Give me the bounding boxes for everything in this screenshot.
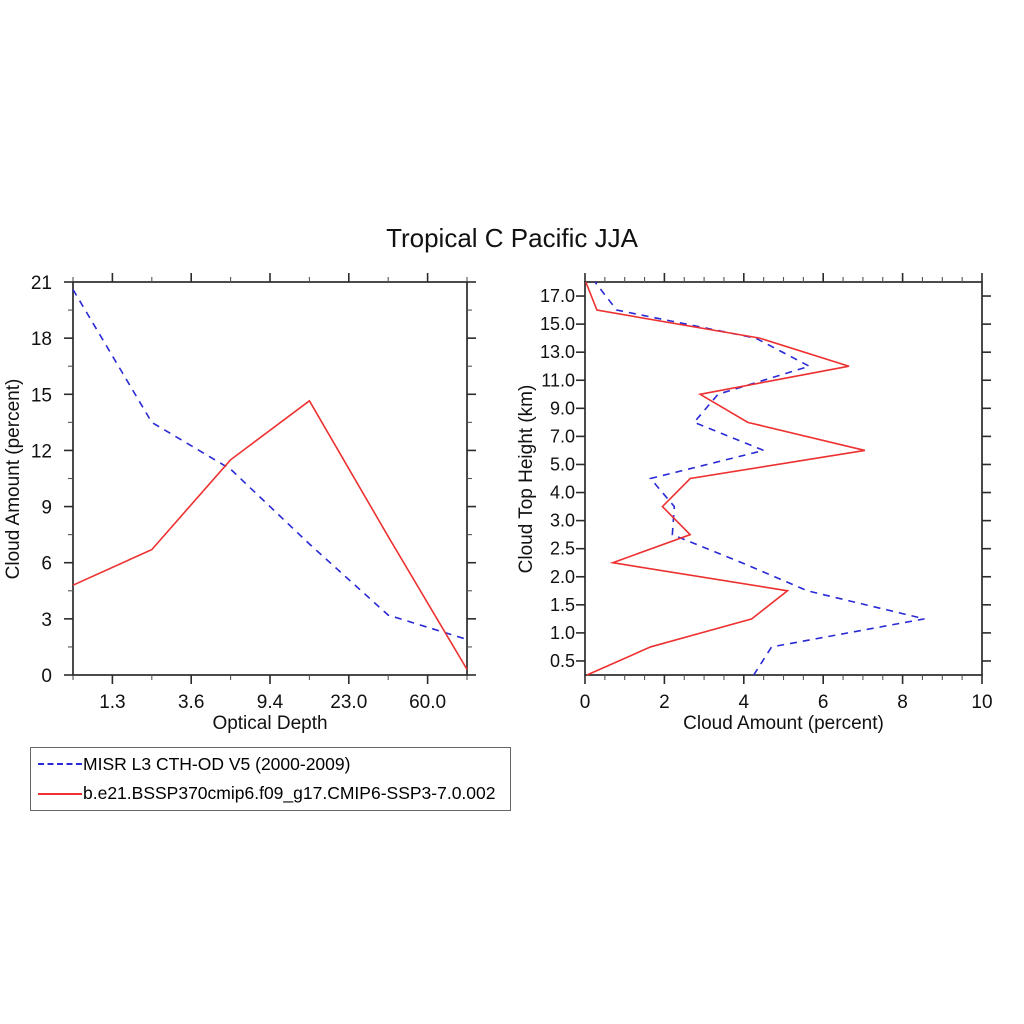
legend-label-misr: MISR L3 CTH-OD V5 (2000-2009)	[83, 753, 351, 774]
legend-entry-model: b.e21.BSSP370cmip6.f09_g17.CMIP6-SSP3-7.…	[31, 781, 510, 807]
svg-text:3.0: 3.0	[550, 511, 575, 531]
left-xaxis-title: Optical Depth	[212, 713, 328, 734]
svg-text:6: 6	[818, 692, 829, 713]
svg-text:7.0: 7.0	[550, 426, 575, 446]
legend-entry-misr: MISR L3 CTH-OD V5 (2000-2009)	[31, 751, 510, 777]
svg-text:1.0: 1.0	[550, 623, 575, 643]
model-solid-line-swatch	[38, 792, 82, 795]
svg-text:10: 10	[971, 692, 992, 713]
svg-text:1.5: 1.5	[550, 595, 575, 615]
svg-text:4: 4	[739, 692, 750, 713]
cth-panel-frame	[584, 281, 983, 676]
svg-text:2.5: 2.5	[550, 539, 575, 559]
cth-panel-misr-line	[594, 281, 925, 676]
svg-text:1.3: 1.3	[99, 692, 125, 713]
svg-text:13.0: 13.0	[540, 342, 575, 362]
svg-text:9.0: 9.0	[550, 398, 575, 418]
svg-text:0: 0	[580, 692, 591, 713]
left-yaxis-title: Cloud Amount (percent)	[3, 378, 24, 580]
svg-text:12: 12	[31, 441, 52, 462]
cth-panel-model-line	[585, 281, 866, 676]
svg-text:4.0: 4.0	[550, 483, 575, 503]
svg-text:8: 8	[897, 692, 908, 713]
optical-depth-panel-misr-line	[72, 289, 468, 641]
optical-depth-panel-model-line	[72, 399, 468, 670]
svg-text:18: 18	[31, 329, 52, 350]
legend: MISR L3 CTH-OD V5 (2000-2009) b.e21.BSSP…	[30, 747, 511, 811]
figure-title: Tropical C Pacific JJA	[386, 223, 638, 253]
svg-text:60.0: 60.0	[409, 692, 446, 713]
cth-panel-series	[585, 281, 925, 676]
misr-dashed-line-swatch	[38, 763, 82, 766]
optical-depth-panel-y-ticks	[64, 281, 476, 676]
optical-depth-panel-tick-labels: 1.3 3.6 9.4 23.0 60.0 0 3 6 9 12 15 18 21	[31, 273, 446, 713]
svg-text:17.0: 17.0	[540, 286, 575, 306]
svg-text:5.0: 5.0	[550, 454, 575, 474]
cth-panel-x-ticks	[584, 273, 983, 684]
cth-panel-tick-labels: 0 2 4 6 8 10 0.5 1.0 1.5 2.0 2.5 3.0 4.0 5.0 7.0 9.0 11.…	[540, 286, 993, 713]
svg-text:9.4: 9.4	[257, 692, 284, 713]
right-xaxis-title: Cloud Amount (percent)	[683, 713, 884, 734]
optical-depth-panel-series	[72, 289, 468, 670]
svg-text:21: 21	[31, 273, 52, 294]
svg-text:3: 3	[41, 610, 52, 631]
right-yaxis-title: Cloud Top Height (km)	[516, 384, 537, 574]
svg-text:9: 9	[41, 498, 52, 519]
svg-text:6: 6	[41, 554, 52, 575]
optical-depth-panel-x-ticks	[72, 273, 468, 684]
svg-text:0: 0	[41, 666, 52, 687]
svg-text:0.5: 0.5	[550, 651, 575, 671]
svg-text:15: 15	[31, 385, 52, 406]
svg-text:11.0: 11.0	[541, 370, 575, 390]
svg-text:15.0: 15.0	[540, 314, 575, 334]
optical-depth-panel-frame	[72, 281, 468, 676]
cth-panel-y-ticks	[576, 295, 991, 662]
svg-text:23.0: 23.0	[330, 692, 367, 713]
svg-text:3.6: 3.6	[178, 692, 204, 713]
svg-text:2: 2	[659, 692, 670, 713]
legend-label-model: b.e21.BSSP370cmip6.f09_g17.CMIP6-SSP3-7.…	[83, 783, 496, 804]
svg-text:2.0: 2.0	[550, 567, 575, 587]
